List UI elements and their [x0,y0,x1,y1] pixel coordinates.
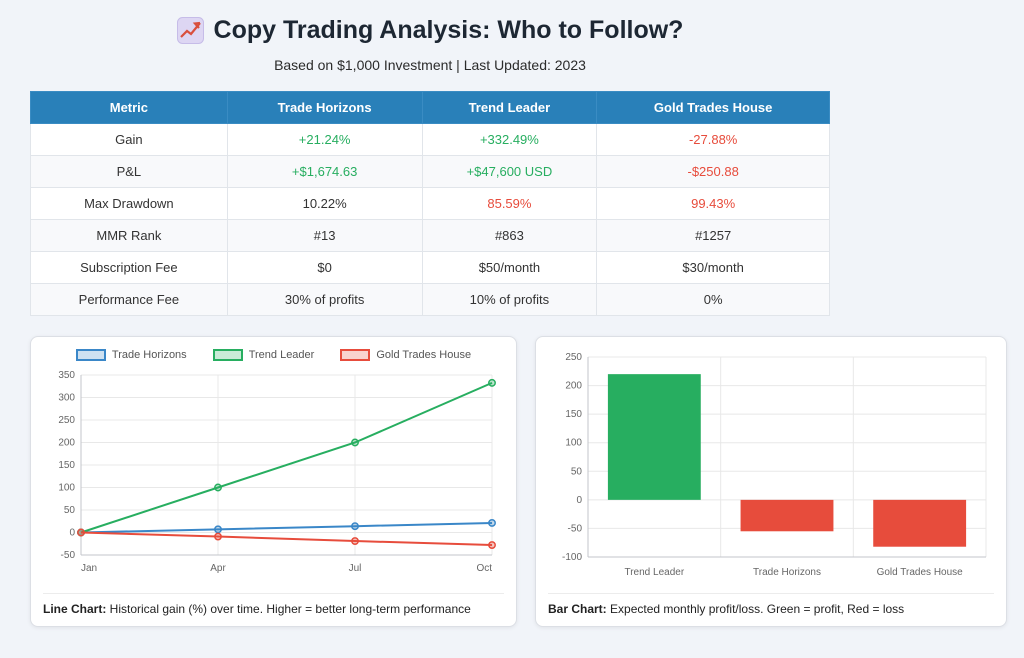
line-chart-caption: Line Chart: Historical gain (%) over tim… [43,593,504,616]
table-header: Metric Trade Horizons Trend Leader Gold Tra… [30,91,830,124]
column-header-trade-horizons: Trade Horizons [226,91,423,124]
legend-label: Trend Leader [248,349,315,361]
svg-text:0: 0 [576,495,582,506]
value-cell: #13 [226,219,423,252]
table-row-p-l: P&L +$1,674.63 +$47,600 USD -$250.88 [30,155,830,188]
value-cell: +$47,600 USD [421,155,598,188]
value-cell: 85.59% [421,187,598,220]
bar-trend-leader [607,374,701,500]
column-header-metric: Metric [30,91,228,124]
table-row-gain: Gain +21.24% +332.49% -27.88% [30,123,830,156]
value-cell: #1257 [596,219,830,252]
metric-cell: Performance Fee [30,283,228,316]
table-row-performance-fee: Performance Fee 30% of profits 10% of prof… [30,283,830,316]
svg-text:Apr: Apr [210,563,226,574]
table-row-subscription-fee: Subscription Fee $0 $50/month $30/month [30,251,830,284]
line-chart-legend: Trade Horizons Trend Leader Gold Trades Ho… [43,349,504,361]
legend-swatch [340,349,371,361]
svg-text:150: 150 [58,460,75,471]
value-cell: +332.49% [421,123,598,156]
series-trend-leader [77,378,496,537]
value-cell: -$250.88 [596,155,830,188]
charts-row: Trade Horizons Trend Leader Gold Trades Ho… [30,336,1024,627]
value-cell: #863 [421,219,598,252]
svg-text:-50: -50 [568,523,583,534]
svg-text:200: 200 [58,438,75,449]
bar-chart-card: 250 200 150 100 50 0 -50 -100 Trend Leader Trade … [535,336,1007,627]
legend-swatch [75,349,106,361]
metric-cell: Subscription Fee [30,251,228,284]
svg-text:200: 200 [565,381,582,392]
page-header: Copy Trading Analysis: Who to Follow? Ba… [30,16,830,316]
table-header-row: Metric Trade Horizons Trend Leader Gold Tra… [30,91,830,124]
svg-text:350: 350 [58,370,75,381]
line-chart[interactable]: 350 300 250 200 150 100 50 0 -50 Jan Apr Jul Oct [43,367,506,579]
metric-cell: Max Drawdown [30,187,228,220]
svg-text:Trade Horizons: Trade Horizons [753,567,821,578]
svg-text:100: 100 [58,483,75,494]
page-title-text: Copy Trading Analysis: Who to Follow? [213,16,684,44]
line-chart-caption-label: Line Chart: [43,602,107,616]
series-trade-horizons [77,518,496,537]
value-cell: 10% of profits [421,283,598,316]
svg-text:Jan: Jan [81,563,97,574]
bar-chart-caption: Bar Chart: Expected monthly profit/loss.… [548,593,994,616]
svg-text:150: 150 [565,409,582,420]
bar-chart[interactable]: 250 200 150 100 50 0 -50 -100 Trend Leader Trade … [548,347,996,583]
svg-text:250: 250 [58,415,75,426]
svg-text:-50: -50 [61,550,76,561]
page-subtitle: Based on $1,000 Investment | Last Update… [274,57,586,73]
svg-text:-100: -100 [562,552,582,563]
bar-gold-trades-house [873,499,967,547]
line-chart-caption-text: Historical gain (%) over time. Higher = … [106,602,471,616]
metric-cell: P&L [30,155,228,188]
svg-text:Gold Trades House: Gold Trades House [877,567,964,578]
metric-cell: Gain [30,123,228,156]
line-chart-card: Trade Horizons Trend Leader Gold Trades Ho… [30,336,517,627]
svg-text:250: 250 [565,352,582,363]
value-cell: +$1,674.63 [226,155,423,188]
legend-item-trend-leader[interactable]: Trend Leader [212,349,315,361]
svg-text:50: 50 [64,505,76,516]
legend-item-gold-trades-house[interactable]: Gold Trades House [340,349,471,361]
svg-text:Trend Leader: Trend Leader [624,567,684,578]
legend-label: Trade Horizons [111,349,187,361]
svg-text:100: 100 [565,438,582,449]
value-cell: $0 [226,251,423,284]
svg-text:50: 50 [571,466,583,477]
value-cell: 10.22% [226,187,423,220]
table-row-mmr-rank: MMR Rank #13 #863 #1257 [30,219,830,252]
value-cell: +21.24% [226,123,423,156]
svg-text:Oct: Oct [476,563,492,574]
bar-chart-caption-label: Bar Chart: [548,602,607,616]
column-header-gold-trades-house: Gold Trades House [596,91,830,124]
table-row-max-drawdown: Max Drawdown 10.22% 85.59% 99.43% [30,187,830,220]
svg-text:0: 0 [69,528,75,539]
legend-item-trade-horizons[interactable]: Trade Horizons [75,349,187,361]
metric-cell: MMR Rank [30,219,228,252]
legend-swatch [212,349,243,361]
svg-text:300: 300 [58,393,75,404]
bar-chart-caption-text: Expected monthly profit/loss. Green = pr… [606,602,905,616]
column-header-trend-leader: Trend Leader [421,91,598,124]
value-cell: $50/month [421,251,598,284]
value-cell: 30% of profits [226,283,423,316]
legend-label: Gold Trades House [376,349,472,361]
value-cell: $30/month [596,251,830,284]
value-cell: -27.88% [596,123,830,156]
value-cell: 99.43% [596,187,830,220]
bar-trade-horizons [740,499,834,532]
page-title: Copy Trading Analysis: Who to Follow? [30,16,830,45]
svg-text:Jul: Jul [349,563,362,574]
value-cell: 0% [596,283,830,316]
table-body: Gain +21.24% +332.49% -27.88% P&L +$1,674.63 +… [30,123,830,316]
comparison-table: Metric Trade Horizons Trend Leader Gold Tra… [30,91,830,316]
series-gold-trades-house [77,528,496,549]
chart-increasing-icon [176,17,204,44]
